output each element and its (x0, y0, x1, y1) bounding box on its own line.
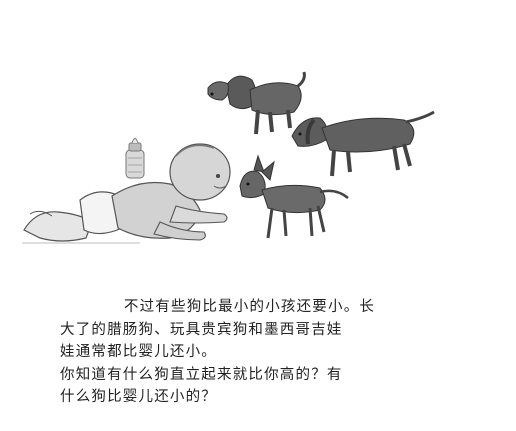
text-line: 什么狗比婴儿还小的？ (60, 389, 217, 405)
poodle (207, 71, 306, 135)
text-line: 你知道有什么狗直立起来就比你高的？有 (60, 366, 343, 383)
story-text: 不过有些狗比最小的小孩还要小。长 大了的腊肠狗、玩具贵宾狗和墨西哥吉娃 娃通常都… (60, 296, 422, 409)
paragraph-1: 不过有些狗比最小的小孩还要小。长 (92, 296, 422, 319)
paragraph-2: 你知道有什么狗直立起来就比你高的？有 什么狗比婴儿还小的？ (60, 364, 422, 409)
text-line: 不过有些狗比最小的小孩还要小。长 (123, 299, 376, 315)
text-line: 娃通常都比婴儿还小。 (60, 344, 217, 360)
baby (23, 143, 231, 242)
illustration (22, 71, 435, 244)
milk-bottle (125, 138, 145, 179)
text-line: 大了的腊肠狗、玩具贵宾狗和墨西哥吉娃 (60, 321, 343, 338)
dachshund (291, 110, 435, 177)
chihuahua (239, 154, 349, 239)
paragraph-1-continued: 大了的腊肠狗、玩具贵宾狗和墨西哥吉娃 娃通常都比婴儿还小。 (60, 319, 422, 364)
